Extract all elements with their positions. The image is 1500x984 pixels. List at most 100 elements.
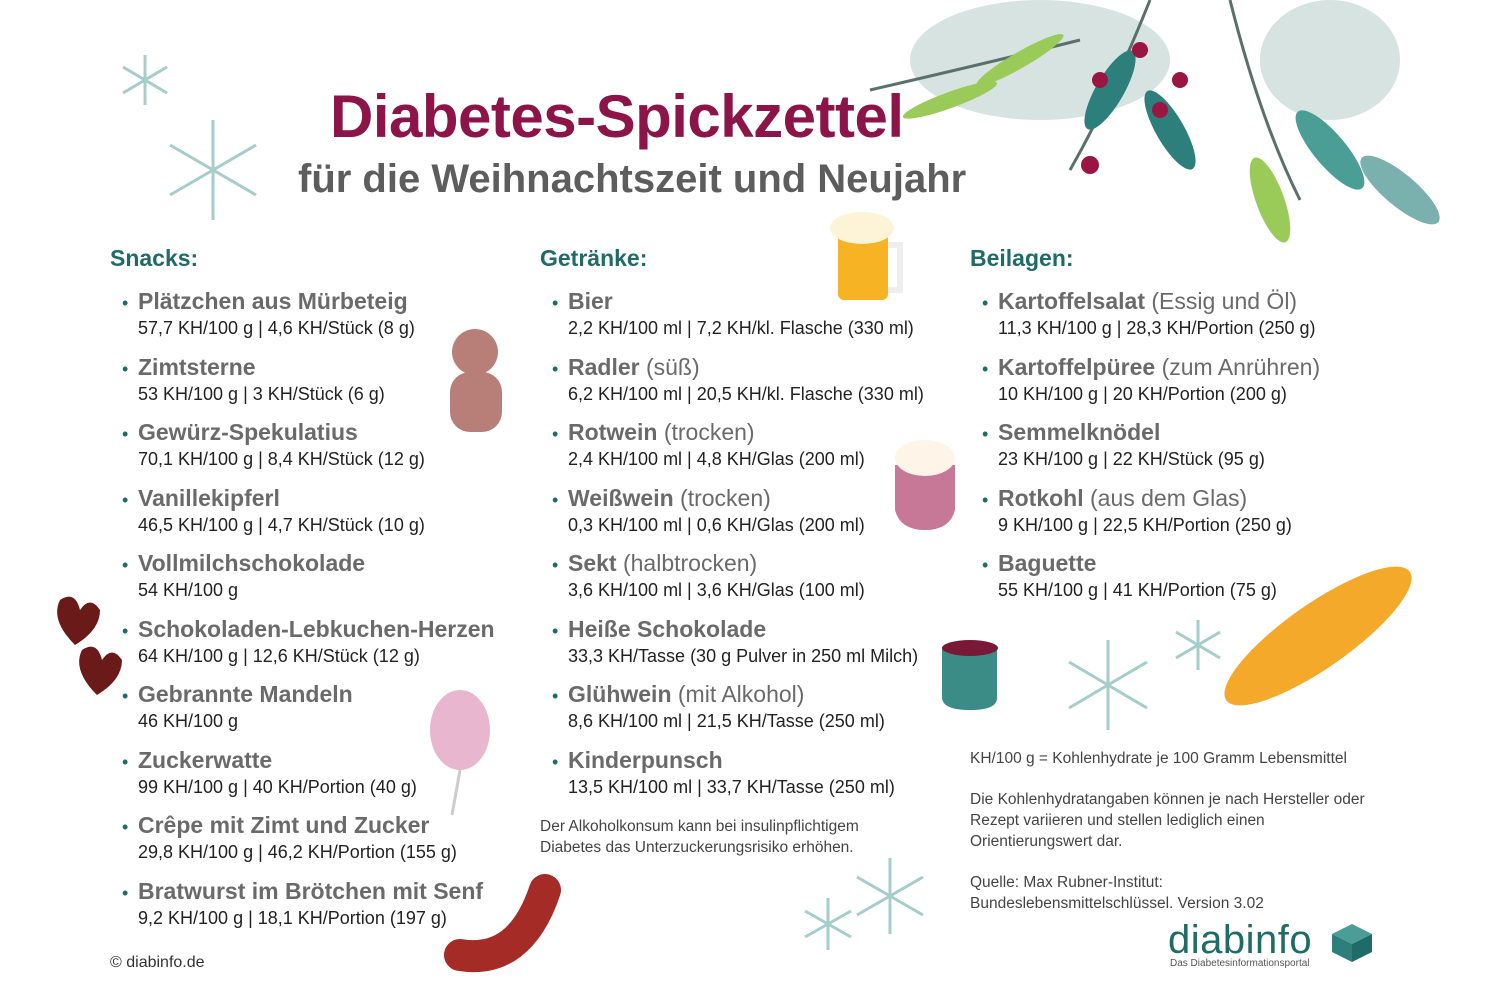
item-title: • Plätzchen aus Mürbeteig — [122, 287, 415, 317]
item: • Weißwein (trocken) 0,3 KH/100 ml | 0,6 K… — [552, 484, 865, 536]
item-detail: 46,5 KH/100 g | 4,7 KH/Stück (10 g) — [138, 514, 425, 535]
item: • Gewürz-Spekulatius 70,1 KH/100 g | 8,4 K… — [122, 418, 425, 470]
bullet: • — [122, 293, 129, 313]
item-title: • Zuckerwatte — [122, 746, 417, 776]
item-detail: 54 KH/100 g — [138, 580, 239, 600]
item-name: Zimtsterne — [138, 353, 256, 380]
item-note: (aus dem Glas) — [1090, 484, 1248, 511]
item-name: Weißwein — [568, 484, 674, 511]
title: Diabetes-Spickzettel — [330, 83, 904, 150]
copyright: © diabinfo.de — [110, 954, 205, 971]
item-name: Gebrannte Mandeln — [138, 681, 353, 707]
bullet: • — [552, 620, 559, 641]
item-note: (trocken) — [663, 419, 755, 445]
item-name: Heiße Schokolade — [568, 615, 767, 642]
item-title: • Gebrannte Mandeln — [122, 680, 353, 710]
bullet: • — [122, 555, 129, 575]
item-name: Kartoffelsalat — [998, 288, 1145, 314]
bullet: • — [122, 489, 129, 510]
item-note: (halbtrocken) — [622, 550, 758, 576]
item-detail: 46 KH/100 g — [138, 711, 239, 731]
item-detail: 3,6 KH/100 ml | 3,6 KH/Glas (100 ml) — [568, 580, 865, 600]
item: • Baguette 55 KH/100 g | 41 KH/Portion (75… — [982, 549, 1277, 601]
bullet: • — [552, 489, 559, 510]
item: • Bratwurst im Brötchen mit Senf 9,2 KH/10… — [122, 877, 483, 929]
item-title: • Kartoffelpüree (zum Anrühren) — [982, 353, 1320, 383]
bullet: • — [122, 882, 129, 903]
item-name: Glühwein — [568, 681, 672, 707]
snowflakes — [122, 55, 1221, 950]
bullet: • — [982, 293, 989, 313]
bullet: • — [122, 817, 129, 837]
item-detail: 64 KH/100 g | 12,6 KH/Stück (12 g) — [138, 645, 420, 666]
bullet: • — [982, 555, 989, 575]
bullet: • — [982, 489, 989, 510]
item-detail: 23 KH/100 g | 22 KH/Stück (95 g) — [998, 449, 1265, 469]
section-heading: Beilagen: — [970, 245, 1074, 271]
item: • Rotwein (trocken) 2,4 KH/100 ml | 4,8 KH… — [552, 418, 865, 470]
bullet: • — [552, 686, 559, 706]
item-detail: 11,3 KH/100 g | 28,3 KH/Portion (250 g) — [998, 318, 1316, 338]
item-note: (Essig und Öl) — [1151, 288, 1298, 314]
item-detail: 6,2 KH/100 ml | 20,5 KH/kl. Flasche (330… — [568, 383, 924, 404]
item-title: • Bier — [552, 287, 914, 317]
note: Der Alkoholkonsum kann bei insulinpflich… — [540, 818, 859, 856]
item-name: Sekt — [568, 550, 617, 576]
item: • Rotkohl (aus dem Glas) 9 KH/100 g | 22,5… — [982, 484, 1292, 536]
item-name: Bratwurst im Brötchen mit Senf — [138, 877, 484, 904]
item-detail: 99 KH/100 g | 40 KH/Portion (40 g) — [138, 776, 417, 797]
item: • Radler (süß) 6,2 KH/100 ml | 20,5 KH/kl.… — [552, 353, 924, 405]
item-title: • Sekt (halbtrocken) — [552, 549, 865, 579]
item: • Vanillekipferl 46,5 KH/100 g | 4,7 KH/St… — [122, 484, 425, 536]
item: • Zimtsterne 53 KH/100 g | 3 KH/Stück (6 g… — [122, 353, 385, 405]
item-name: Bier — [568, 288, 613, 314]
item-title: • Weißwein (trocken) — [552, 484, 865, 514]
item-note: (süß) — [645, 353, 700, 380]
bullet: • — [122, 751, 129, 772]
item: • Kartoffelpüree (zum Anrühren) 10 KH/100 … — [982, 353, 1320, 405]
item-title: • Radler (süß) — [552, 353, 924, 383]
bullet: • — [552, 293, 559, 313]
item-name: Rotwein — [568, 419, 658, 445]
item-name: Baguette — [998, 550, 1097, 576]
item-name: Crêpe mit Zimt und Zucker — [138, 812, 430, 838]
item-detail: 29,8 KH/100 g | 46,2 KH/Portion (155 g) — [138, 842, 457, 862]
section-heading: Getränke: — [540, 245, 648, 271]
item-note: (trocken) — [680, 484, 771, 511]
item-detail: 8,6 KH/100 ml | 21,5 KH/Tasse (250 ml) — [568, 711, 885, 731]
item: • Crêpe mit Zimt und Zucker 29,8 KH/100 g … — [122, 811, 457, 863]
item: • Bier 2,2 KH/100 ml | 7,2 KH/kl. Flasche … — [552, 287, 914, 339]
item-name: Zuckerwatte — [138, 746, 273, 773]
item: • Kartoffelsalat (Essig und Öl) 11,3 KH/10… — [982, 287, 1316, 339]
item-detail: 57,7 KH/100 g | 4,6 KH/Stück (8 g) — [138, 318, 415, 338]
item: • Glühwein (mit Alkohol) 8,6 KH/100 ml | 2… — [552, 680, 885, 732]
item-title: • Bratwurst im Brötchen mit Senf — [122, 877, 483, 907]
logo-tagline: Das Diabetesinformationsportal — [1170, 958, 1310, 969]
bullet: • — [982, 424, 989, 444]
item: • Zuckerwatte 99 KH/100 g | 40 KH/Portion … — [122, 746, 417, 798]
item-detail: 9,2 KH/100 g | 18,1 KH/Portion (197 g) — [138, 907, 447, 928]
note: Die Kohlenhydratangaben können je nach H… — [970, 791, 1365, 850]
item: • Plätzchen aus Mürbeteig 57,7 KH/100 g | … — [122, 287, 415, 339]
item: • Schokoladen-Lebkuchen-Herzen 64 KH/100 g… — [122, 615, 495, 667]
item-detail: 33,3 KH/Tasse (30 g Pulver in 250 ml Mil… — [568, 645, 919, 666]
item-title: • Rotwein (trocken) — [552, 418, 865, 448]
item-detail: 13,5 KH/100 ml | 33,7 KH/Tasse (250 ml) — [568, 776, 895, 797]
item-name: Rotkohl — [998, 484, 1084, 511]
bullet: • — [552, 555, 559, 575]
item-name: Gewürz-Spekulatius — [138, 419, 358, 445]
bullet: • — [552, 358, 559, 379]
item-title: • Rotkohl (aus dem Glas) — [982, 484, 1292, 514]
item-name: Vanillekipferl — [138, 484, 280, 511]
item-detail: 0,3 KH/100 ml | 0,6 KH/Glas (200 ml) — [568, 514, 865, 535]
item-title: • Baguette — [982, 549, 1277, 579]
note: KH/100 g = Kohlenhydrate je 100 Gramm Le… — [970, 750, 1347, 767]
item-title: • Crêpe mit Zimt und Zucker — [122, 811, 457, 841]
item-title: • Vollmilchschokolade — [122, 549, 365, 579]
item-title: • Kinderpunsch — [552, 746, 895, 776]
item-detail: 10 KH/100 g | 20 KH/Portion (200 g) — [998, 383, 1287, 404]
item: • Heiße Schokolade 33,3 KH/Tasse (30 g Pul… — [552, 615, 918, 667]
item: • Semmelknödel 23 KH/100 g | 22 KH/Stück (… — [982, 418, 1265, 470]
bullet: • — [552, 424, 559, 444]
